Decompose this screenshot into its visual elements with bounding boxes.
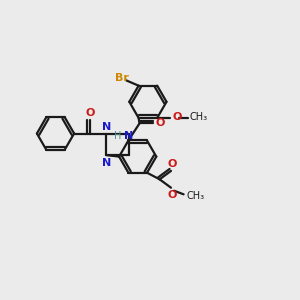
Text: O: O	[167, 159, 177, 169]
Text: N: N	[124, 131, 133, 141]
Text: Br: Br	[115, 73, 129, 83]
Text: O: O	[167, 190, 177, 200]
Text: O: O	[156, 118, 165, 128]
Text: H: H	[114, 131, 122, 141]
Text: N: N	[102, 122, 111, 132]
Text: N: N	[102, 158, 111, 167]
Text: CH₃: CH₃	[187, 191, 205, 201]
Text: CH₃: CH₃	[190, 112, 208, 122]
Text: O: O	[172, 112, 182, 122]
Text: O: O	[85, 108, 94, 118]
